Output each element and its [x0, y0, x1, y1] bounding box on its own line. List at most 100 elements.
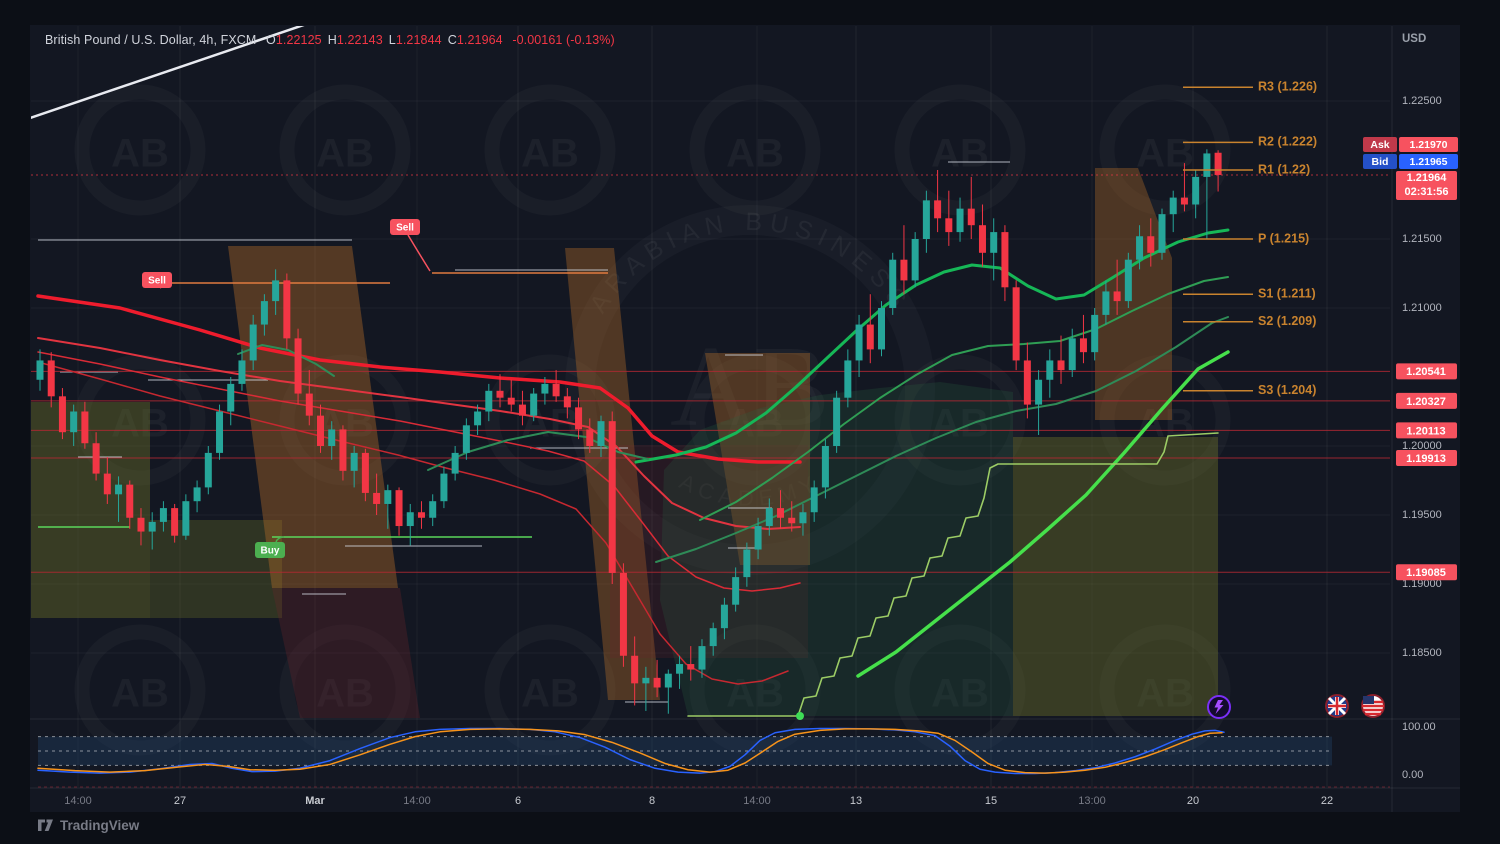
alert-price-value: 1.19085 [1406, 567, 1446, 579]
bar-countdown: 02:31:56 [1404, 185, 1449, 198]
pivot-label: R1 (1.22) [1258, 162, 1310, 176]
ask-quote[interactable]: Ask 1.21970 [1363, 137, 1458, 152]
candle-body [676, 664, 684, 674]
ma-red [36, 294, 802, 464]
ask-value[interactable]: 1.21970 [1399, 137, 1458, 152]
time-tick-label: Mar [305, 795, 325, 807]
candle-body [328, 429, 336, 446]
price-axis[interactable] [1392, 26, 1460, 786]
watermark-ab: AB [1136, 132, 1194, 176]
candle-body [1079, 338, 1087, 353]
candle-body [227, 383, 235, 412]
candle-body [137, 517, 145, 532]
watermark-ab: AB [316, 672, 374, 716]
candle-body [36, 360, 44, 380]
candle-body [978, 225, 986, 253]
buy-marker [255, 542, 285, 558]
time-tick-label: 22 [1321, 795, 1333, 807]
candle-body [608, 421, 616, 573]
candle-body [204, 452, 212, 488]
candle-body [429, 501, 437, 518]
watermark-ab: AB [521, 132, 579, 176]
candle-body [687, 664, 695, 670]
candle-body [193, 487, 201, 502]
candle-body [47, 360, 55, 397]
candle-body [799, 512, 807, 524]
candle-body [967, 208, 975, 226]
candle-body [1012, 287, 1020, 361]
candle-body [249, 324, 257, 361]
sell-marker-label: Sell [396, 223, 414, 234]
pivot-label: R3 (1.226) [1258, 79, 1317, 93]
zone-maroon-mid [610, 445, 808, 658]
symbol-title: British Pound / U.S. Dollar, 4h, FXCM [45, 33, 257, 47]
time-tick-label: 27 [174, 795, 186, 807]
ma-green [856, 350, 1230, 678]
chart-frame [30, 25, 1460, 812]
candle-body [58, 396, 66, 433]
candle-body [294, 338, 302, 394]
candle-body [103, 473, 111, 495]
zone-brown-right [1095, 168, 1172, 420]
candle-body [1023, 360, 1031, 405]
zone-maroon-left [272, 588, 420, 718]
ma-green [634, 228, 1230, 464]
candle-body [552, 383, 560, 397]
candle-body [698, 646, 706, 670]
zone-olive-left-2 [150, 520, 282, 618]
time-tick-label: 13 [850, 795, 862, 807]
candle-body [1158, 214, 1166, 253]
price-tick-label: 1.18500 [1402, 647, 1442, 659]
candle-body [900, 259, 908, 281]
candle-body [216, 411, 224, 453]
candle-body [754, 526, 762, 550]
sell-marker [390, 219, 420, 235]
zone-olive-left-1 [31, 402, 150, 618]
time-tick-label: 14:00 [743, 795, 771, 807]
candle-body [855, 324, 863, 361]
grid [31, 26, 1390, 787]
watermark-ab: AB [726, 672, 784, 716]
watermark-ab: AB [111, 132, 169, 176]
lightning-icon [1207, 695, 1231, 719]
time-axis[interactable] [30, 788, 1390, 812]
candle-body [474, 411, 482, 426]
candle-body [159, 508, 167, 522]
candle-body [945, 218, 953, 233]
tradingview-footer[interactable]: TradingView [37, 818, 139, 833]
ohlc-item: L1.21844 [388, 33, 442, 47]
price-tick-label: 1.21000 [1402, 302, 1442, 314]
pivot-label: S1 (1.211) [1258, 286, 1316, 300]
candle-body [1214, 152, 1222, 175]
candle-body [810, 487, 818, 513]
watermark-ab: AB [316, 132, 374, 176]
candle-body [1203, 153, 1211, 177]
candle-body [384, 490, 392, 504]
candle-body [597, 421, 605, 446]
candle-body [1057, 360, 1065, 371]
candle-body [395, 490, 403, 527]
candle-body [631, 655, 639, 684]
candle-body [586, 429, 594, 446]
candle-body [743, 549, 751, 578]
time-tick-label: 6 [515, 795, 521, 807]
candle-body [619, 572, 627, 656]
ask-label[interactable]: Ask [1363, 137, 1397, 152]
candle-body [1001, 232, 1009, 288]
bid-value[interactable]: 1.21965 [1399, 154, 1458, 169]
alert-price-chip [1396, 363, 1457, 380]
price-tick-label: 1.19500 [1402, 509, 1442, 521]
ohlc-values: O1.22125 H1.22143 L1.21844 C1.21964 [266, 33, 503, 47]
candle-body [1180, 197, 1188, 205]
time-tick-label: 14:00 [64, 795, 92, 807]
candle-body [956, 208, 964, 233]
candle-body [530, 393, 538, 416]
candle-body [518, 404, 526, 416]
candle-body [238, 360, 246, 384]
candle-body [417, 512, 425, 518]
buy-marker-label: Buy [261, 546, 280, 557]
bid-quote[interactable]: Bid 1.21965 [1363, 154, 1458, 169]
candle-body [272, 280, 280, 302]
bid-label[interactable]: Bid [1363, 154, 1397, 169]
